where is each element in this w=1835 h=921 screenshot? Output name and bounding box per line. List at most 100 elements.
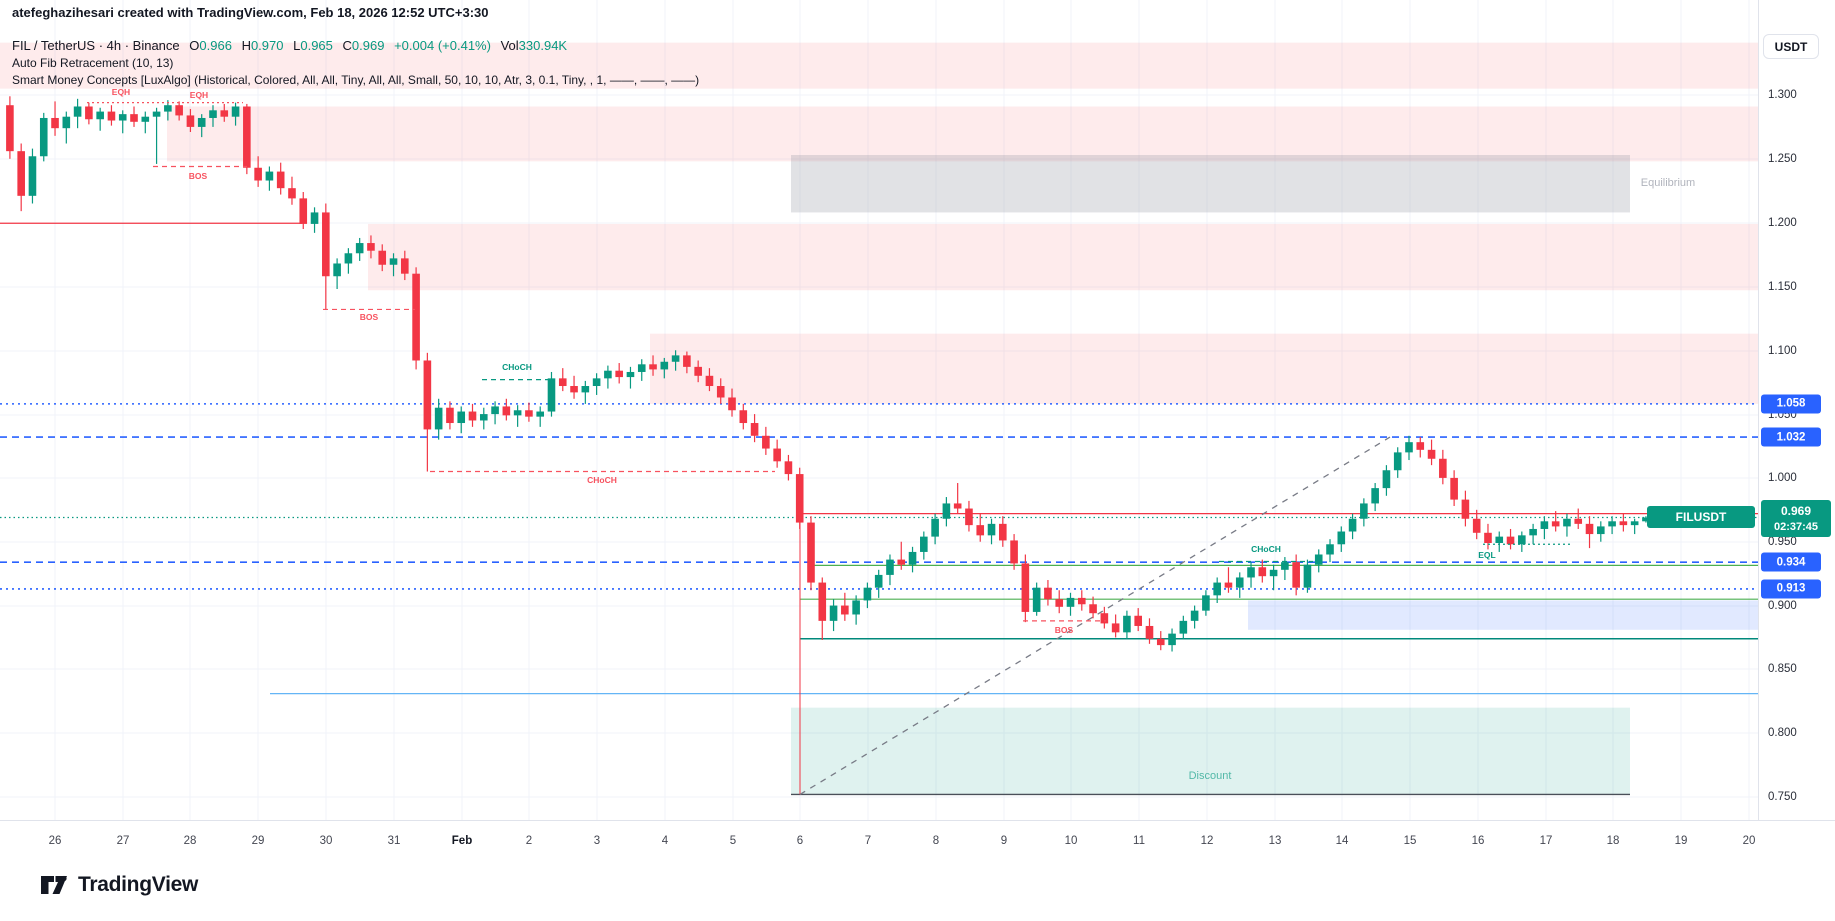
demand-order-block (1248, 600, 1758, 630)
open-label: O (189, 38, 200, 53)
choch-label-1: CHoCH (502, 362, 532, 372)
candle-body (1619, 521, 1628, 526)
change-value: +0.004 (+0.41%) (394, 38, 491, 53)
candle-body (626, 371, 635, 378)
time-axis[interactable]: 26 27 28 29 30 31 Feb 2 3 4 5 6 7 8 9 10 11 12 13 14 15 16 17 1… (0, 821, 1835, 857)
candle-body (581, 386, 590, 393)
candle-body (1213, 582, 1221, 596)
candle-body (1089, 604, 1097, 614)
candle-body (716, 386, 725, 398)
candle-body (1382, 470, 1391, 489)
candle-body (999, 523, 1007, 541)
candle-body (841, 605, 849, 615)
candle-body (288, 188, 296, 199)
candle-body (1393, 452, 1402, 471)
candle-body (965, 508, 973, 526)
candle-body (1484, 532, 1492, 544)
time-tick: 4 (661, 835, 669, 847)
candle-body (1077, 597, 1086, 605)
candle-body (62, 116, 71, 129)
candle-body (570, 386, 578, 393)
candle-body (299, 198, 308, 224)
indicator-legend-smc[interactable]: Smart Money Concepts [LuxAlgo] (Historic… (12, 73, 700, 87)
candle-body (728, 397, 736, 411)
candle-body (897, 559, 906, 565)
time-tick: 2 (525, 835, 533, 847)
price-tick: 1.000 (1768, 472, 1797, 484)
candle-body (491, 406, 499, 415)
price-axis-divider (1758, 0, 1759, 820)
candle-body (243, 106, 251, 168)
candle-body (130, 114, 138, 122)
candle-body (1518, 535, 1526, 545)
currency-toggle-button[interactable]: USDT (1763, 34, 1819, 59)
candle-body (220, 110, 229, 117)
candle-body (1360, 503, 1368, 519)
price-tick: 1.150 (1768, 281, 1797, 293)
candle-body (660, 361, 669, 370)
time-tick: 30 (319, 835, 333, 847)
high-label: H (241, 38, 251, 53)
supply-zone-2 (167, 106, 1758, 162)
candle-body (1630, 521, 1639, 526)
candle-body (1585, 523, 1594, 535)
candle-body (186, 115, 195, 127)
time-tick: 3 (593, 835, 601, 847)
bos-label-1: BOS (189, 171, 208, 181)
candle-body (85, 106, 93, 120)
high-value: 0.970 (250, 38, 284, 53)
price-tick: 1.200 (1768, 217, 1797, 229)
supply-zone-3 (368, 223, 1758, 291)
price-axis[interactable]: USDT 1.300 1.250 1.200 1.150 1.100 1.050 1.000… (1759, 0, 1835, 820)
candle-body (1405, 442, 1413, 453)
candle-body (1281, 562, 1289, 570)
time-tick: 15 (1403, 835, 1417, 847)
eqh-label-1: EQH (112, 87, 130, 97)
bos-label-3: BOS (1055, 625, 1074, 635)
time-tick: 26 (48, 835, 62, 847)
candle-body (1529, 528, 1537, 536)
candle-body (1258, 567, 1267, 577)
volume-label: Vol (500, 38, 519, 53)
tradingview-logo[interactable]: TradingView (40, 872, 198, 898)
candle-body (671, 355, 680, 362)
symbol-legend[interactable]: FIL / TetherUS · 4h · Binance O0.966 H0.… (12, 37, 699, 54)
candle-body (1597, 526, 1605, 535)
bar-countdown: 02:37:45 (1773, 520, 1819, 533)
candle-body (6, 105, 14, 152)
candle-body (592, 378, 601, 387)
candle-body (1168, 633, 1176, 646)
candle-body (942, 503, 951, 519)
candle-body (1010, 540, 1018, 564)
discount-zone-label: Discount (1189, 770, 1232, 782)
candle-body (197, 117, 206, 127)
candle-body (931, 518, 939, 537)
candle-body (1032, 587, 1041, 612)
indicator-legend-fib[interactable]: Auto Fib Retracement (10, 13) (12, 56, 174, 70)
candle-body (175, 105, 183, 116)
time-tick: 31 (387, 835, 401, 847)
candle-body (1642, 517, 1650, 522)
candle-body (457, 411, 466, 424)
candle-body (310, 212, 319, 224)
candle-body (1337, 531, 1346, 545)
candle-body (1540, 521, 1549, 529)
candle-body (683, 355, 691, 367)
candle-body (874, 574, 883, 588)
candle-body (1314, 554, 1323, 565)
candle-body (265, 171, 274, 181)
candle-body (558, 378, 567, 387)
candle-body (276, 171, 285, 189)
candle-body (1044, 587, 1052, 600)
symbol-title[interactable]: FIL / TetherUS · 4h · Binance (12, 38, 180, 53)
time-tick: 28 (183, 835, 197, 847)
equilibrium-zone-label: Equilibrium (1641, 177, 1695, 189)
candle-body (863, 587, 872, 601)
candle-body (401, 258, 409, 274)
candle-body (1179, 620, 1188, 634)
candle-body (649, 364, 657, 370)
low-value: 0.965 (300, 38, 333, 53)
candle-body (412, 273, 420, 361)
candle-body (1461, 499, 1470, 519)
